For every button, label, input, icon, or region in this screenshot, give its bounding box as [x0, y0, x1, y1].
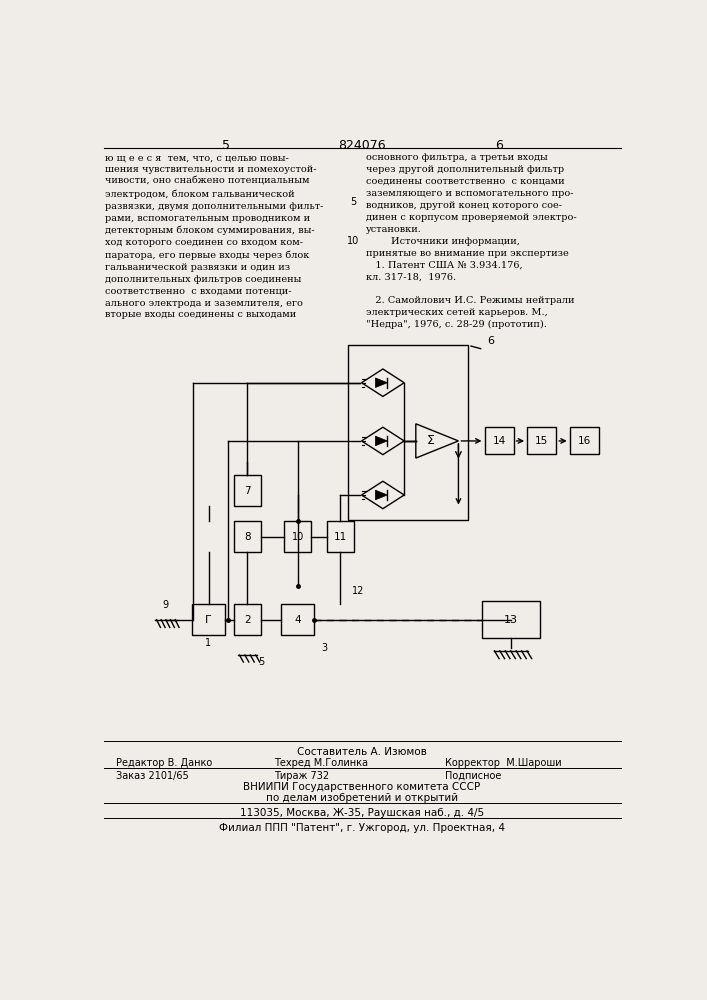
Text: 16: 16 — [578, 436, 591, 446]
Text: 824076: 824076 — [338, 139, 386, 152]
Bar — [570, 427, 599, 454]
Text: 13: 13 — [504, 615, 518, 625]
Text: 10: 10 — [347, 235, 360, 245]
Text: ВНИИПИ Государственного комитета СССР: ВНИИПИ Государственного комитета СССР — [243, 782, 481, 792]
Text: Составитель А. Изюмов: Составитель А. Изюмов — [297, 747, 427, 757]
Text: основного фильтра, а третьи входы
через другой дополнительный фильтр
соединены с: основного фильтра, а третьи входы через … — [366, 153, 576, 329]
Text: Σ: Σ — [427, 434, 435, 447]
Text: 10: 10 — [291, 532, 304, 542]
Text: Г: Г — [205, 615, 212, 625]
Text: Тираж 732: Тираж 732 — [274, 771, 329, 781]
Bar — [281, 604, 314, 635]
Bar — [192, 604, 225, 635]
Text: 9: 9 — [163, 600, 169, 610]
Text: Корректор  М.Шароши: Корректор М.Шароши — [445, 758, 561, 768]
Text: 8: 8 — [244, 532, 250, 542]
Text: Филиал ППП "Патент", г. Ужгород, ул. Проектная, 4: Филиал ППП "Патент", г. Ужгород, ул. Про… — [219, 823, 505, 833]
Bar — [234, 521, 261, 552]
Text: 5: 5 — [258, 657, 264, 667]
Bar — [527, 427, 556, 454]
Text: Заказ 2101/65: Заказ 2101/65 — [115, 771, 188, 781]
Bar — [234, 475, 261, 506]
Text: 1: 1 — [206, 638, 211, 648]
Text: ю щ е е с я  тем, что, с целью повы-
шения чувствительности и помехоустой-
чивос: ю щ е е с я тем, что, с целью повы- шени… — [105, 153, 324, 319]
Text: по делам изобретений и открытий: по делам изобретений и открытий — [266, 793, 458, 803]
Text: Техред М.Голинка: Техред М.Голинка — [274, 758, 368, 768]
Text: 5: 5 — [221, 139, 230, 152]
Bar — [481, 601, 540, 638]
Text: 4: 4 — [294, 615, 301, 625]
Text: 12: 12 — [352, 586, 364, 596]
Text: 7: 7 — [244, 486, 250, 496]
Text: 6: 6 — [488, 336, 494, 346]
Text: 6: 6 — [495, 139, 503, 152]
Text: 15: 15 — [535, 436, 549, 446]
Text: 14: 14 — [493, 436, 506, 446]
Text: 2: 2 — [244, 615, 250, 625]
Text: Подписное: Подписное — [445, 771, 501, 781]
Polygon shape — [375, 436, 387, 446]
Text: 5: 5 — [350, 197, 356, 207]
Bar — [284, 521, 311, 552]
Polygon shape — [375, 378, 387, 388]
Bar — [348, 345, 468, 520]
Text: 11: 11 — [334, 532, 347, 542]
Bar — [327, 521, 354, 552]
Text: Редактор В. Данко: Редактор В. Данко — [115, 758, 212, 768]
Bar — [234, 604, 261, 635]
Bar — [484, 427, 514, 454]
Text: 113035, Москва, Ж-35, Раушская наб., д. 4/5: 113035, Москва, Ж-35, Раушская наб., д. … — [240, 808, 484, 818]
Text: 3: 3 — [321, 643, 327, 653]
Polygon shape — [375, 490, 387, 500]
